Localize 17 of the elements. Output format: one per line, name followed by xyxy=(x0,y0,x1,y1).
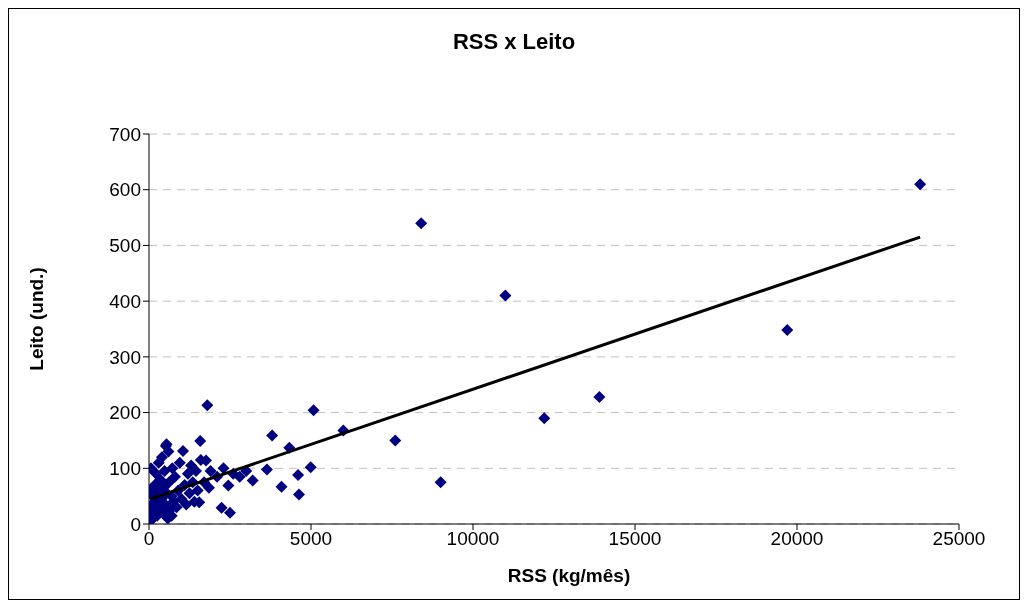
y-tick-label: 300 xyxy=(109,346,141,368)
y-tick-label: 0 xyxy=(130,513,141,535)
x-tick-label: 15000 xyxy=(608,528,662,550)
x-tick-label: 5000 xyxy=(289,528,333,550)
x-tick-label: 20000 xyxy=(770,528,824,550)
y-tick-label: 600 xyxy=(109,179,141,201)
y-tick-label: 700 xyxy=(109,123,141,145)
y-tick-label: 400 xyxy=(109,290,141,312)
y-tick-label: 500 xyxy=(109,235,141,257)
x-axis-title: RSS (kg/mês) xyxy=(506,565,632,587)
x-tick-label: 0 xyxy=(143,528,155,550)
x-tick-label: 25000 xyxy=(932,528,986,550)
y-tick-label: 100 xyxy=(109,458,141,480)
chart-title: RSS x Leito xyxy=(451,29,577,55)
y-axis-title: Leito (und.) xyxy=(26,267,48,371)
x-tick-label: 10000 xyxy=(446,528,500,550)
y-tick-label: 200 xyxy=(109,402,141,424)
